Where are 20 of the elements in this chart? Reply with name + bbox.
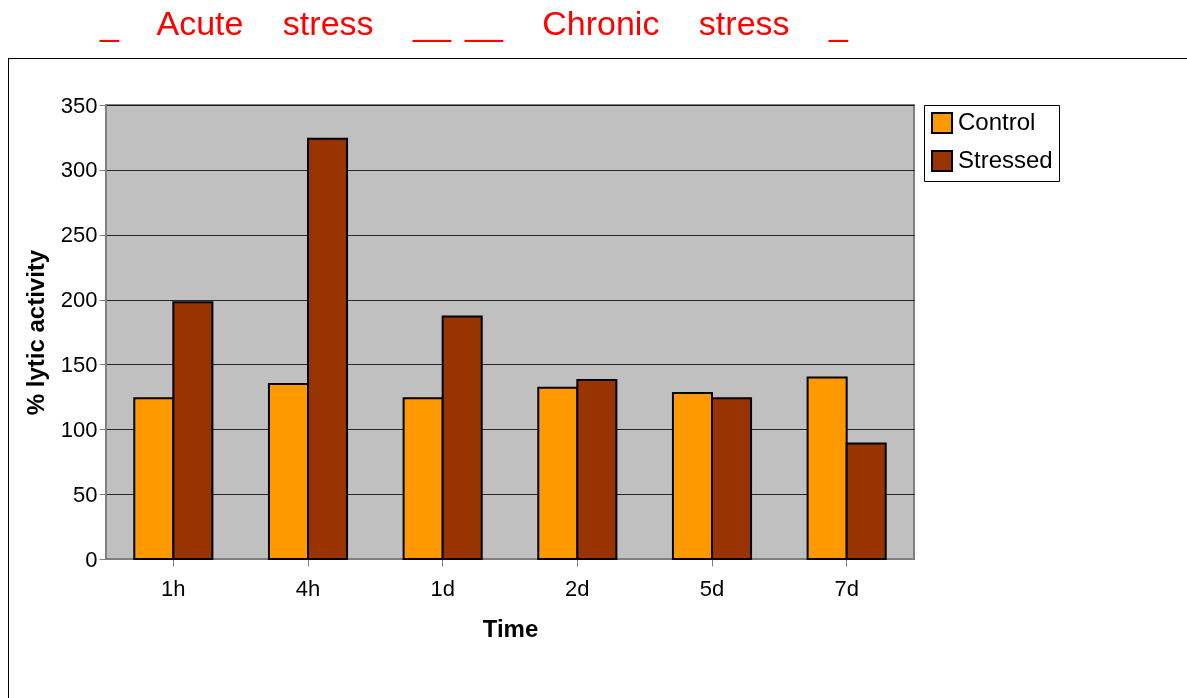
x-tick-label: 1h xyxy=(161,575,186,601)
x-tick-label: 4h xyxy=(295,575,321,601)
text: _ Acute stress __ xyxy=(90,4,461,43)
y-tick-label: 50 xyxy=(73,481,98,507)
text: __ Chronic stress _ xyxy=(455,4,858,43)
y-axis-title: % lytic activity xyxy=(21,249,49,416)
x-tick-label: 5d xyxy=(699,575,725,601)
x-tick-label: 2d xyxy=(565,575,590,601)
x-tick-label: 7d xyxy=(834,575,859,601)
y-tick-label: 300 xyxy=(60,157,98,183)
y-tick-label: 250 xyxy=(60,222,98,248)
legend-label: Stressed xyxy=(958,146,1053,173)
y-tick-label: 0 xyxy=(85,546,98,572)
x-axis-title: Time xyxy=(482,614,539,642)
y-tick-label: 200 xyxy=(60,287,98,313)
legend-label: Control xyxy=(958,108,1036,135)
y-tick-label: 150 xyxy=(60,351,98,377)
x-tick-label: 1d xyxy=(430,575,455,601)
y-tick-label: 350 xyxy=(60,92,98,118)
y-tick-label: 100 xyxy=(60,416,98,442)
